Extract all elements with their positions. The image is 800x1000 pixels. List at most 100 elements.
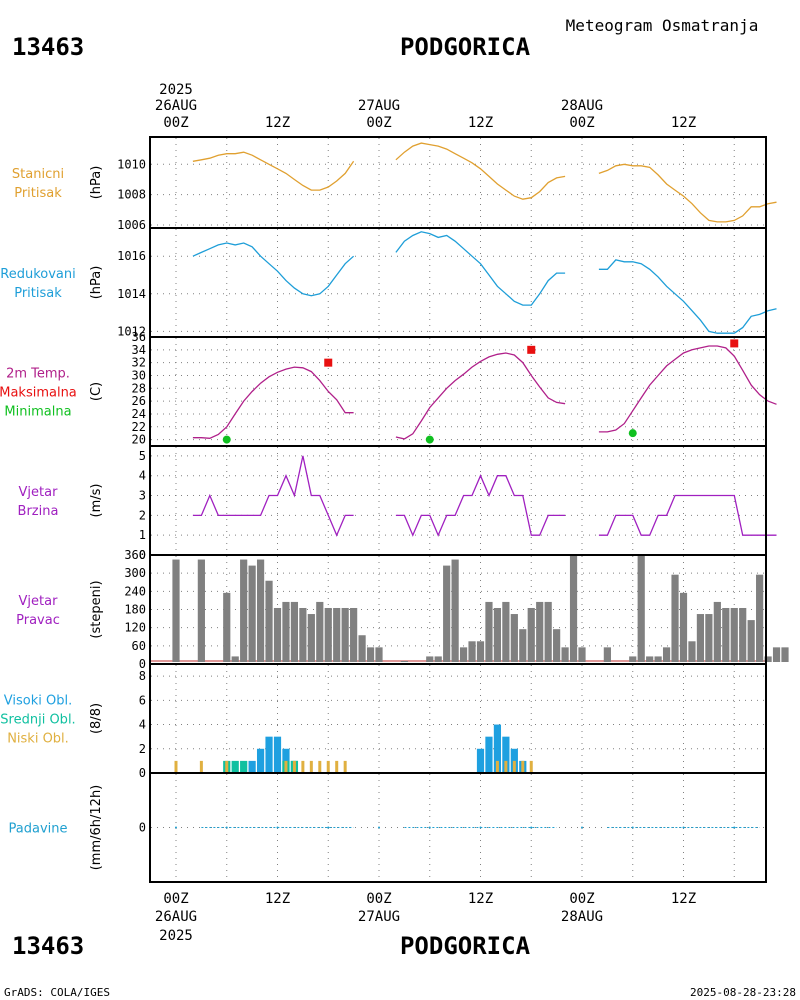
y-tick-label: 22 [132,420,146,434]
direction-bar [730,607,738,662]
panel-unit-label: (mm/6h/12h) [89,785,104,871]
y-tick-label: 240 [124,584,146,598]
panel-label: Srednji Obl. [0,713,75,728]
station_pressure-line [192,151,355,191]
precip-point [581,826,583,829]
panel-clouds: 0 2 4 6 8 Visoki Obl. Srednji Obl. Niski Obl. (8… [0,663,767,780]
panel-label: Stanicni [12,167,64,182]
y-tick-label: 0 [139,657,146,671]
cloud-bar [326,760,330,773]
top-time-label: 00Z [569,115,594,131]
direction-bar [713,601,721,662]
direction-bar [781,647,789,662]
y-tick-label: 4 [139,469,146,483]
temperature-line [598,345,777,433]
panel-label: Pravac [16,613,60,628]
bottom-date-label: 28AUG [561,909,603,925]
y-tick-label: 2 [139,508,146,522]
direction-bar [443,565,451,662]
y-tick-label: 1016 [117,249,146,263]
reduced_pressure-line [598,259,777,334]
cloud-bar [174,760,178,773]
bottom-time-label: 12Z [265,891,290,907]
bottom-time-label: 00Z [366,891,391,907]
wind_speed-line [395,474,566,537]
top-date-label: 28AUG [561,98,603,114]
y-tick-label: 32 [132,356,146,370]
panel-label: Pritisak [14,286,62,301]
cloud-bar [495,760,499,773]
direction-bar [333,607,341,662]
direction-bar [307,614,315,662]
panel-label: Minimalna [4,405,71,420]
panel-unit-label: (m/s) [89,484,104,518]
top-date-label: 27AUG [358,98,400,114]
direction-bar [510,614,518,662]
direction-bar [273,607,282,662]
precip-point [479,826,482,829]
direction-bar [772,647,781,662]
direction-bar [688,641,696,662]
panel-unit-label: (C) [89,382,104,401]
top-date-label: 26AUG [155,98,197,114]
y-tick-label: 1006 [117,218,146,232]
direction-bar [544,601,552,662]
panel-precipitation: 0 Padavine (mm/6h/12h) [9,772,767,883]
tmin-marker [628,429,637,438]
precip-point [276,826,279,829]
cloud-bar [502,736,510,773]
station-id-top: 13463 [12,33,84,61]
precip-point [428,826,431,829]
cloud-bar [504,760,508,773]
bottom-date-label: 26AUG [155,909,197,925]
y-tick-label: 0 [139,548,146,562]
direction-bar [536,601,544,662]
direction-bar [366,647,375,662]
y-tick-label: 1012 [117,324,146,338]
panel-frame [149,136,767,229]
panel-unit-label: (hPa) [89,166,104,200]
panel-label: Niski Obl. [7,732,69,747]
bottom-time-label: 12Z [468,891,493,907]
temperature-line [395,352,566,440]
cloud-bar [284,760,288,773]
direction-bar [172,559,180,662]
direction-bar [316,601,324,662]
wind_speed-line [192,455,354,537]
panel-label: Brzina [18,504,59,519]
direction-bar [197,559,205,662]
wind_speed-line [598,494,777,536]
y-tick-label: 180 [124,603,146,617]
y-tick-label: 1014 [117,287,146,301]
y-tick-label: 1010 [117,157,146,171]
direction-bar [722,607,730,662]
direction-bar [476,641,485,662]
panel-reduced_pressure: 1012 1014 1016 Redukovani Pritisak (hPa) [0,227,777,338]
tmax-marker [730,339,739,348]
top-year-label: 2025 [159,82,193,98]
direction-bar [375,647,383,662]
direction-bar [400,660,408,662]
panel-label: Maksimalna [0,386,77,401]
direction-bar [468,641,476,662]
y-tick-label: 4 [139,718,146,732]
cloud-bar [273,736,282,773]
panel-label: Redukovani [0,267,75,282]
cloud-bar [485,736,493,773]
cloud-bar [521,760,525,773]
bottom-date-label: 27AUG [358,909,400,925]
direction-bar [519,629,527,662]
y-tick-label: 3 [139,489,146,503]
direction-bar [569,555,578,662]
direction-bar [231,656,239,662]
panel-unit-label: (stepeni) [89,580,104,638]
reduced_pressure-line [192,242,355,297]
y-tick-label: 36 [132,330,146,344]
cloud-bar [231,760,239,773]
panel-unit-label: (8/8) [89,703,104,734]
station-name-top: PODGORICA [400,33,531,61]
y-tick-label: 60 [132,639,146,653]
precip-point [631,826,634,829]
